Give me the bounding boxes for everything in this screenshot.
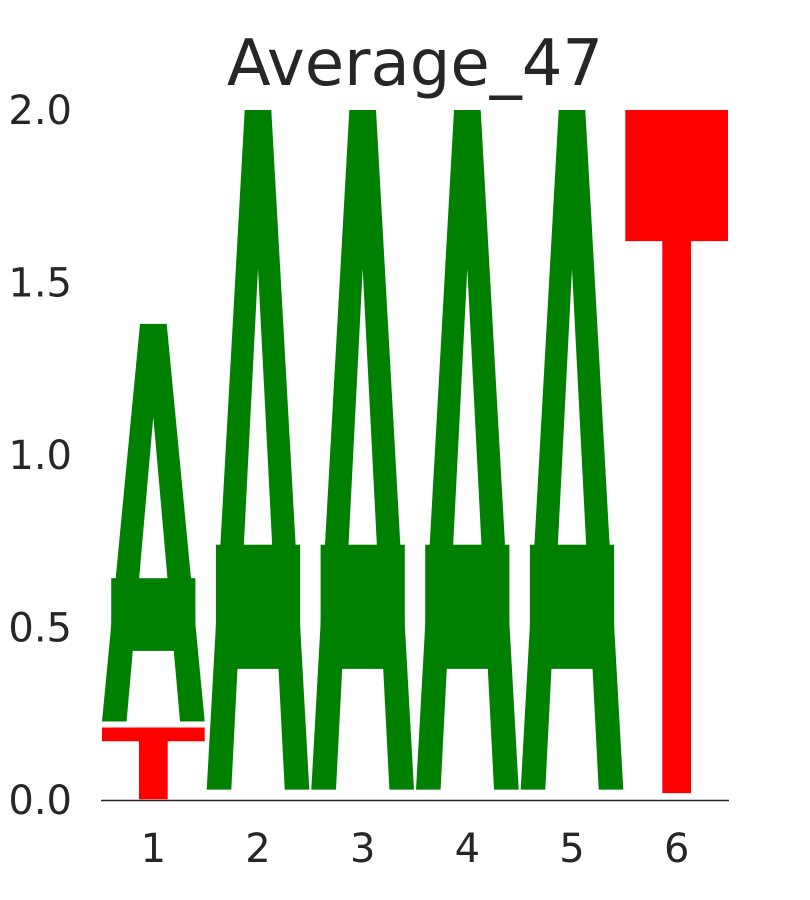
- x-tick-label: 5: [559, 826, 584, 872]
- x-tick-labels: 1 2 3 4 5 6: [141, 826, 690, 872]
- x-tick-label: 1: [141, 826, 166, 872]
- logo-letters: [102, 110, 728, 800]
- y-tick-label: 1.5: [8, 261, 72, 307]
- y-tick-label: 1.0: [8, 433, 72, 479]
- x-tick-label: 3: [350, 826, 375, 872]
- logo-letter-A-pos-4: [416, 110, 519, 790]
- y-tick-labels: 0.0 0.5 1.0 1.5 2.0: [8, 88, 72, 824]
- chart-title: Average_47: [227, 27, 603, 101]
- logo-letter-T-pos-1: [102, 727, 205, 800]
- x-tick-label: 2: [245, 826, 270, 872]
- x-tick-label: 6: [664, 826, 689, 872]
- logo-letter-A-pos-3: [311, 110, 414, 790]
- y-tick-label: 2.0: [8, 88, 72, 134]
- logo-letter-A-pos-2: [206, 110, 310, 790]
- logo-letter-T-pos-6: [625, 110, 728, 794]
- logo-letter-A-pos-5: [520, 110, 624, 790]
- x-tick-label: 4: [455, 826, 480, 872]
- logo-letter-A-pos-1: [102, 323, 205, 722]
- y-tick-label: 0.0: [8, 778, 72, 824]
- y-tick-label: 0.5: [8, 606, 72, 652]
